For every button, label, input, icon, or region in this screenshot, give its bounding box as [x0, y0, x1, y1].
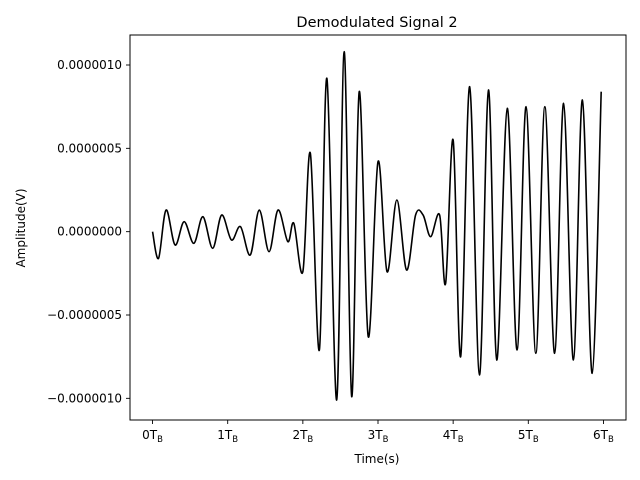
series-line: [151, 50, 602, 401]
x-tick-label: 2TB: [292, 428, 313, 445]
y-tick-label: 0.0000000: [57, 225, 122, 239]
x-tick-subscript: B: [383, 435, 389, 445]
x-axis-label: Time(s): [354, 452, 400, 466]
x-tick-subscript: B: [307, 435, 313, 445]
chart-title: Demodulated Signal 2: [296, 15, 457, 31]
x-axis-ticks: 0TB 1TB 2TB 3TB 4TB 5TB 6TB: [142, 420, 614, 445]
y-tick-label: 0.0000005: [57, 141, 122, 155]
x-tick-subscript: B: [608, 435, 614, 445]
y-tick-label: 0.0000010: [57, 58, 122, 72]
x-tick-label: 3TB: [368, 428, 389, 445]
x-tick-subscript: B: [458, 435, 464, 445]
y-axis-label: Amplitude(V): [14, 188, 28, 267]
x-tick-label: 6TB: [593, 428, 614, 445]
x-tick-subscript: B: [533, 435, 539, 445]
y-tick-label: −0.0000010: [47, 391, 122, 405]
x-tick-label: 5TB: [518, 428, 539, 445]
x-tick-subscript: B: [157, 435, 163, 445]
y-axis-ticks: −0.0000010 −0.0000005 0.0000000 0.0000005 0.…: [47, 58, 130, 405]
x-tick-subscript: B: [232, 435, 238, 445]
y-tick-label: −0.0000005: [47, 308, 122, 322]
x-tick-label: 0TB: [142, 428, 163, 445]
x-tick-label: 4TB: [443, 428, 464, 445]
x-tick-label: 1TB: [217, 428, 238, 445]
